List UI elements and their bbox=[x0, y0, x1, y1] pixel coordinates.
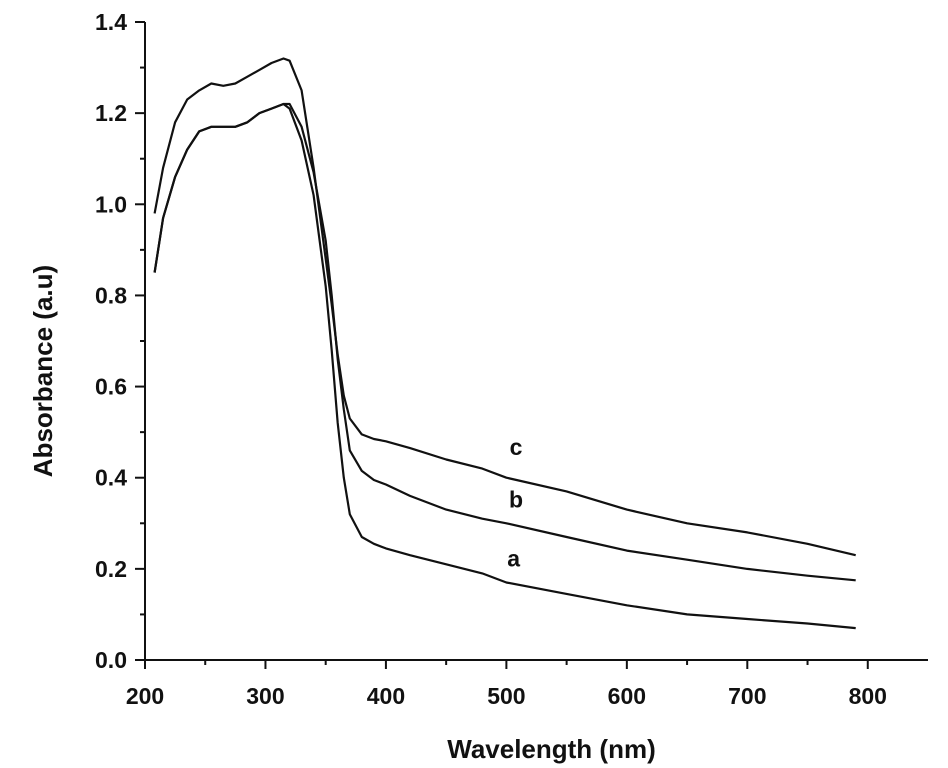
x-axis-title: Wavelength (nm) bbox=[447, 734, 655, 764]
y-ticks: 0.0 0.2 0.4 0.6 0.8 1.0 1.2 1.4 bbox=[95, 9, 145, 673]
y-tick-label: 0.6 bbox=[95, 374, 127, 400]
y-tick-label: 1.2 bbox=[95, 100, 127, 126]
series-annotations: a bc bbox=[507, 434, 523, 572]
series-label-b: b bbox=[509, 486, 523, 512]
series-line-c bbox=[153, 57, 856, 557]
x-tick-label: 600 bbox=[608, 683, 646, 709]
y-tick-label: 0.2 bbox=[95, 556, 127, 582]
y-tick-label: 1.4 bbox=[95, 9, 127, 35]
series-line-a bbox=[153, 102, 856, 630]
series-label-c: c bbox=[510, 434, 523, 460]
y-tick-label: 0.0 bbox=[95, 647, 127, 673]
y-tick-label: 0.8 bbox=[95, 282, 127, 308]
y-axis-title: Absorbance (a.u) bbox=[28, 265, 58, 477]
x-tick-label: 400 bbox=[367, 683, 405, 709]
y-tick-label: 0.4 bbox=[95, 465, 127, 491]
x-tick-label: 700 bbox=[728, 683, 766, 709]
axes bbox=[144, 22, 928, 661]
x-tick-label: 300 bbox=[246, 683, 284, 709]
y-tick-label: 1.0 bbox=[95, 191, 127, 217]
x-tick-label: 500 bbox=[487, 683, 525, 709]
x-ticks: 200 300 400 500 600 700 800 bbox=[126, 660, 887, 709]
series-label-a: a bbox=[507, 546, 520, 572]
series-group bbox=[153, 57, 856, 630]
x-tick-label: 800 bbox=[849, 683, 887, 709]
x-tick-label: 200 bbox=[126, 683, 164, 709]
series-line-b bbox=[153, 102, 856, 582]
